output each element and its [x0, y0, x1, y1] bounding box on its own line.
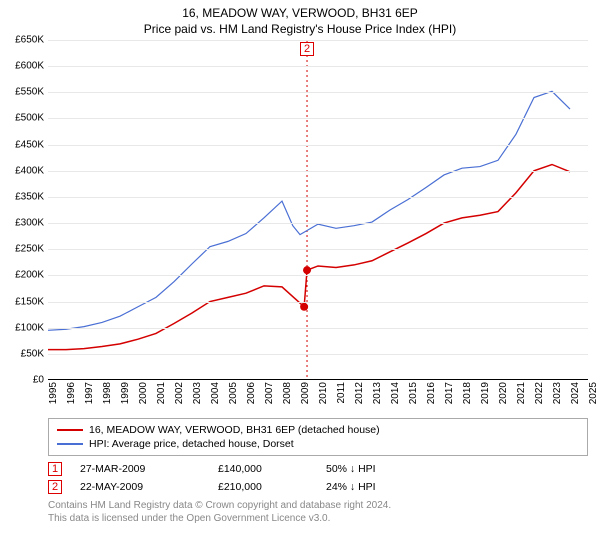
sale-delta: 50% ↓ HPI [326, 463, 376, 475]
x-tick-label: 1997 [84, 382, 95, 404]
sale-delta: 24% ↓ HPI [326, 481, 376, 493]
y-tick-label: £300K [15, 218, 48, 229]
y-tick-label: £100K [15, 322, 48, 333]
y-tick-label: £450K [15, 139, 48, 150]
gridline [48, 66, 588, 67]
x-tick-label: 1998 [102, 382, 113, 404]
gridline [48, 354, 588, 355]
sales-table: 1 27-MAR-2009 £140,000 50% ↓ HPI 2 22-MA… [48, 460, 588, 496]
x-tick-label: 2019 [480, 382, 491, 404]
chart-svg [48, 40, 588, 380]
x-tick-label: 2005 [228, 382, 239, 404]
x-tick-label: 2003 [192, 382, 203, 404]
gridline [48, 223, 588, 224]
gridline [48, 197, 588, 198]
y-tick-label: £200K [15, 270, 48, 281]
legend-swatch [57, 443, 83, 445]
legend-label: 16, MEADOW WAY, VERWOOD, BH31 6EP (detac… [89, 424, 380, 436]
series-line-hpi [48, 91, 570, 330]
x-tick-label: 1996 [66, 382, 77, 404]
x-tick-label: 2008 [282, 382, 293, 404]
x-tick-label: 2001 [156, 382, 167, 404]
sale-badge: 1 [48, 462, 62, 476]
x-tick-label: 2018 [462, 382, 473, 404]
legend-label: HPI: Average price, detached house, Dors… [89, 438, 294, 450]
x-tick-label: 2002 [174, 382, 185, 404]
gridline [48, 275, 588, 276]
sale-badge: 2 [48, 480, 62, 494]
y-tick-label: £400K [15, 165, 48, 176]
sale-price: £140,000 [218, 463, 308, 475]
gridline [48, 171, 588, 172]
x-tick-label: 2021 [516, 382, 527, 404]
x-tick-label: 2017 [444, 382, 455, 404]
footer-line: This data is licensed under the Open Gov… [48, 513, 588, 526]
x-tick-label: 1995 [48, 382, 59, 404]
gridline [48, 145, 588, 146]
y-tick-label: £600K [15, 61, 48, 72]
x-tick-label: 2006 [246, 382, 257, 404]
x-tick-label: 2012 [354, 382, 365, 404]
series-line-property [48, 164, 570, 349]
x-axis-ticks: 1995 1996 1997 1998 1999 2000 2001 2002 2003 2004… [48, 380, 588, 414]
legend-box: 16, MEADOW WAY, VERWOOD, BH31 6EP (detac… [48, 418, 588, 456]
gridline [48, 249, 588, 250]
x-tick-label: 2022 [534, 382, 545, 404]
legend-item: HPI: Average price, detached house, Dors… [57, 437, 579, 451]
gridline [48, 302, 588, 303]
x-tick-label: 1999 [120, 382, 131, 404]
y-tick-label: £350K [15, 191, 48, 202]
x-tick-label: 2015 [408, 382, 419, 404]
sales-row: 1 27-MAR-2009 £140,000 50% ↓ HPI [48, 460, 588, 478]
x-tick-label: 2011 [336, 382, 347, 404]
x-tick-label: 2016 [426, 382, 437, 404]
chart-container: 16, MEADOW WAY, VERWOOD, BH31 6EP Price … [0, 0, 600, 560]
chart-subtitle: Price paid vs. HM Land Registry's House … [0, 20, 600, 40]
chart-plot-area: £0£50K£100K£150K£200K£250K£300K£350K£400… [48, 40, 588, 380]
x-tick-label: 2010 [318, 382, 329, 404]
gridline [48, 118, 588, 119]
sales-row: 2 22-MAY-2009 £210,000 24% ↓ HPI [48, 478, 588, 496]
gridline [48, 40, 588, 41]
x-tick-label: 2009 [300, 382, 311, 404]
gridline [48, 92, 588, 93]
footer-attribution: Contains HM Land Registry data © Crown c… [48, 500, 588, 525]
gridline [48, 328, 588, 329]
event-badge: 2 [300, 42, 314, 56]
legend-swatch [57, 429, 83, 431]
sale-date: 22-MAY-2009 [80, 481, 200, 493]
legend-item: 16, MEADOW WAY, VERWOOD, BH31 6EP (detac… [57, 423, 579, 437]
y-tick-label: £650K [15, 35, 48, 46]
chart-title: 16, MEADOW WAY, VERWOOD, BH31 6EP [0, 0, 600, 20]
footer-line: Contains HM Land Registry data © Crown c… [48, 500, 588, 513]
x-tick-label: 2000 [138, 382, 149, 404]
sale-marker [300, 303, 308, 311]
y-tick-label: £150K [15, 296, 48, 307]
y-tick-label: £250K [15, 244, 48, 255]
x-tick-label: 2004 [210, 382, 221, 404]
sale-date: 27-MAR-2009 [80, 463, 200, 475]
y-tick-label: £550K [15, 87, 48, 98]
x-tick-label: 2024 [570, 382, 581, 404]
y-tick-label: £500K [15, 113, 48, 124]
x-tick-label: 2025 [588, 382, 599, 404]
y-tick-label: £50K [21, 348, 48, 359]
sale-price: £210,000 [218, 481, 308, 493]
sale-marker [303, 266, 311, 274]
y-tick-label: £0 [33, 375, 48, 386]
x-tick-label: 2020 [498, 382, 509, 404]
x-tick-label: 2023 [552, 382, 563, 404]
x-tick-label: 2007 [264, 382, 275, 404]
x-tick-label: 2013 [372, 382, 383, 404]
x-tick-label: 2014 [390, 382, 401, 404]
